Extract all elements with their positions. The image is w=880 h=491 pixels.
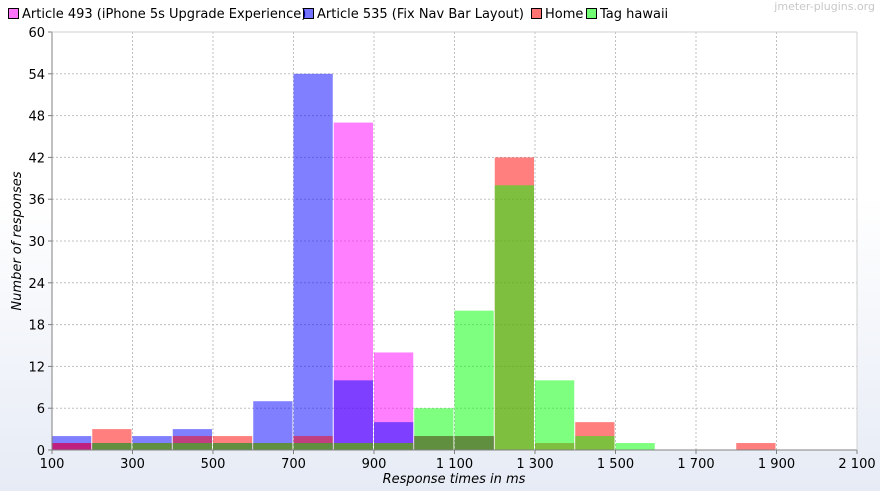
bars	[52, 73, 776, 451]
x-tick-label: 700	[281, 457, 306, 472]
bar-series-3-bin-300	[132, 443, 172, 450]
legend-label-3: Tag hawaii	[599, 7, 668, 22]
y-tick-label: 60	[28, 26, 45, 41]
legend-swatch-2	[531, 8, 542, 19]
bar-series-1-bin-800	[333, 380, 373, 450]
y-tick-label: 0	[37, 444, 45, 459]
tick-labels: 0 6 12 18 24 30 36 42 48 54 60 100 300 500 700 900 1 100…	[28, 26, 875, 472]
bar-series-3-bin-500	[213, 443, 253, 450]
x-tick-label: 1 700	[677, 457, 714, 472]
y-tick-label: 36	[28, 193, 45, 208]
bar-series-3-bin-200	[92, 443, 132, 450]
x-tick-label: 2 100	[838, 457, 875, 472]
bar-series-1-bin-600	[253, 401, 293, 450]
x-tick-label: 100	[40, 457, 65, 472]
bar-series-3-bin-600	[253, 443, 293, 450]
y-tick-label: 12	[28, 360, 45, 375]
legend-label-1: Article 535 (Fix Nav Bar Layout)	[317, 7, 524, 22]
bar-series-3-bin-800	[333, 443, 373, 450]
bar-series-3-bin-1100	[454, 310, 494, 450]
y-tick-label: 24	[28, 277, 45, 292]
x-axis-title: Response times in ms	[383, 472, 526, 487]
y-tick-label: 30	[28, 235, 45, 250]
x-tick-label: 900	[362, 457, 387, 472]
y-tick-label: 54	[28, 68, 45, 83]
y-tick-label: 42	[28, 151, 45, 166]
legend-swatch-3	[586, 8, 597, 19]
legend-swatch-1	[303, 8, 314, 19]
axes	[48, 31, 858, 454]
x-tick-label: 1 300	[516, 457, 553, 472]
bar-series-3-bin-1300	[535, 380, 575, 450]
bar-series-3-bin-1500	[615, 443, 655, 450]
bar-series-3-bin-700	[293, 443, 333, 450]
legend: Article 493 (iPhone 5s Upgrade Experienc…	[8, 7, 668, 22]
legend-swatch-0	[8, 8, 19, 19]
bar-series-3-bin-1400	[575, 436, 615, 450]
bar-series-2-bin-100	[52, 443, 92, 450]
x-tick-label: 1 900	[758, 457, 795, 472]
bar-series-1-bin-700	[293, 73, 333, 451]
legend-label-0: Article 493 (iPhone 5s Upgrade Experienc…	[22, 7, 306, 22]
x-tick-label: 1 100	[436, 457, 473, 472]
bar-series-3-bin-1000	[414, 408, 454, 450]
x-tick-label: 1 500	[597, 457, 634, 472]
bar-series-3-bin-1200	[494, 185, 534, 450]
bar-series-3-bin-400	[172, 443, 212, 450]
bar-series-3-bin-900	[374, 443, 414, 450]
y-tick-label: 48	[28, 110, 45, 125]
bar-series-2-bin-1800	[736, 443, 776, 450]
y-tick-label: 6	[37, 402, 45, 417]
x-tick-label: 300	[120, 457, 145, 472]
legend-label-2: Home	[545, 7, 583, 22]
x-tick-label: 500	[201, 457, 226, 472]
watermark: jmeter-plugins.org	[773, 0, 875, 13]
y-tick-label: 18	[28, 319, 45, 334]
y-axis-title: Number of responses	[10, 171, 25, 310]
